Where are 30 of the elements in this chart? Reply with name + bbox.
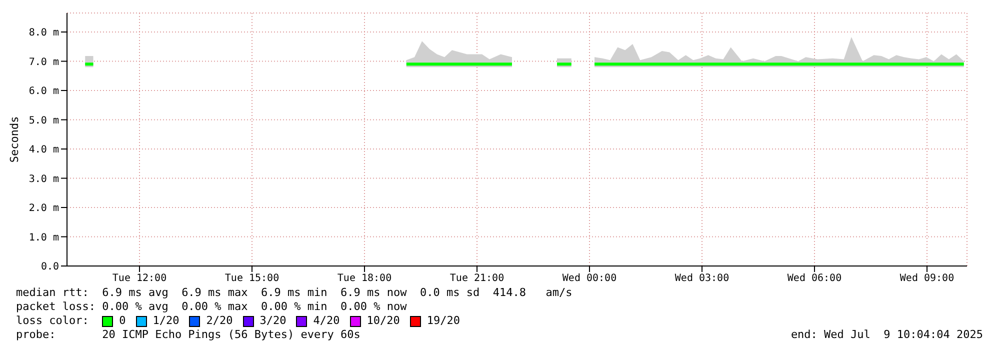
x-tick-label: Tue 12:00 — [112, 273, 167, 284]
legend-label: 0 — [119, 314, 126, 328]
y-tick-label: 2.0 m — [28, 203, 59, 214]
y-tick-label: 5.0 m — [28, 115, 59, 126]
x-tick-label: Tue 21:00 — [450, 273, 504, 284]
x-tick-label: Tue 18:00 — [337, 273, 392, 284]
y-tick-label: 6.0 m — [28, 86, 59, 98]
y-tick-label: 1.0 m — [28, 232, 59, 244]
legend-label: 4/20 — [313, 314, 340, 328]
legend-label: 19/20 — [426, 314, 460, 328]
text: probe: 20 ICMP Echo Pings (56 Bytes) every 60s — [16, 328, 360, 342]
legend-label: 2/20 — [206, 314, 233, 328]
x-tick-label: Tue 15:00 — [224, 273, 280, 284]
x-tick-label: Wed 06:00 — [787, 273, 842, 284]
y-tick-label: 7.0 m — [28, 56, 59, 68]
x-tick-label: Wed 09:00 — [900, 273, 954, 284]
legend-label: 3/20 — [260, 314, 286, 328]
x-tick-label: Wed 00:00 — [562, 273, 617, 284]
x-tick-label: Wed 03:00 — [674, 273, 730, 284]
legend-title: loss color: — [16, 314, 90, 328]
y-tick-label: 3.0 m — [28, 174, 59, 185]
legend-label: 10/20 — [366, 314, 400, 328]
text: packet loss: 0.00 % avg 0.00 % max 0.00 % min 0.00 % now — [16, 300, 408, 314]
y-axis-title: Seconds — [8, 116, 21, 163]
y-tick-label: 0.0 — [40, 262, 59, 273]
legend-label: 1/20 — [152, 314, 180, 328]
text: median rtt: 6.9 ms avg 6.9 ms max 6.9 ms min 6.9 ms now 0.0 ms sd 414.8 am/s — [16, 286, 574, 300]
y-tick-label: 8.0 m — [28, 28, 59, 39]
y-tick-label: 4.0 m — [28, 144, 59, 156]
text: end: Wed Jul 9 10:04:04 2025 — [790, 328, 983, 342]
